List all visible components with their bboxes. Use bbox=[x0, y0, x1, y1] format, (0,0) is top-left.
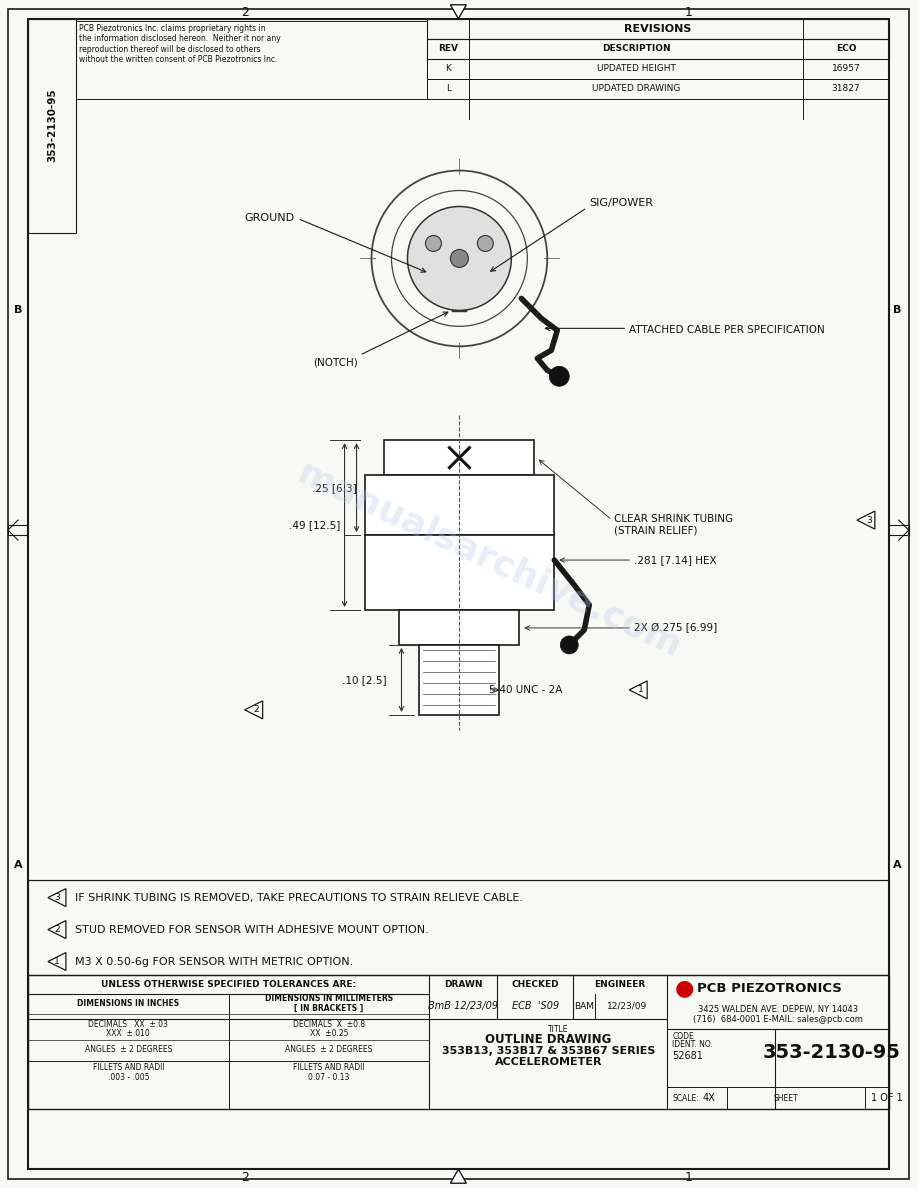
Text: BmB 12/23/09: BmB 12/23/09 bbox=[429, 1001, 498, 1011]
Text: .25 [6.3]: .25 [6.3] bbox=[312, 482, 357, 493]
Circle shape bbox=[408, 207, 511, 310]
Text: 3425 WALDEN AVE. DEPEW, NY 14043: 3425 WALDEN AVE. DEPEW, NY 14043 bbox=[698, 1005, 858, 1015]
Text: XXX  ±.010: XXX ±.010 bbox=[106, 1029, 151, 1038]
Bar bbox=[28, 19, 76, 234]
Text: BAM: BAM bbox=[575, 1001, 594, 1011]
Text: A: A bbox=[892, 860, 901, 870]
Bar bbox=[428, 19, 889, 39]
Text: IDENT. NO.: IDENT. NO. bbox=[672, 1040, 713, 1049]
Text: ATTACHED CABLE PER SPECIFICATION: ATTACHED CABLE PER SPECIFICATION bbox=[629, 326, 825, 335]
Text: .49 [12.5]: .49 [12.5] bbox=[289, 520, 341, 530]
Text: (716)  684-0001 E-MAIL: sales@pcb.com: (716) 684-0001 E-MAIL: sales@pcb.com bbox=[693, 1015, 863, 1024]
Text: PCB PIEZOTRONICS: PCB PIEZOTRONICS bbox=[697, 982, 842, 996]
Text: UPDATED DRAWING: UPDATED DRAWING bbox=[592, 84, 680, 93]
Bar bbox=[364, 535, 554, 609]
Text: DESCRIPTION: DESCRIPTION bbox=[602, 44, 670, 53]
Text: CODE: CODE bbox=[672, 1032, 694, 1041]
Text: SCALE:: SCALE: bbox=[672, 1094, 699, 1102]
Text: 2: 2 bbox=[54, 925, 60, 934]
Text: 353-2130-95: 353-2130-95 bbox=[763, 1043, 901, 1062]
Text: 4X: 4X bbox=[702, 1093, 715, 1104]
Text: CHECKED: CHECKED bbox=[511, 980, 559, 988]
Text: ANGLES  ± 2 DEGREES: ANGLES ± 2 DEGREES bbox=[84, 1045, 172, 1054]
Text: STUD REMOVED FOR SENSOR WITH ADHESIVE MOUNT OPTION.: STUD REMOVED FOR SENSOR WITH ADHESIVE MO… bbox=[75, 924, 429, 935]
Text: REV: REV bbox=[439, 44, 458, 53]
Text: 353B13, 353B17 & 353B67 SERIES: 353B13, 353B17 & 353B67 SERIES bbox=[442, 1047, 655, 1056]
Text: GROUND: GROUND bbox=[244, 214, 295, 223]
Text: 1 OF 1: 1 OF 1 bbox=[871, 1093, 902, 1104]
Circle shape bbox=[549, 366, 569, 386]
Bar bbox=[428, 78, 889, 99]
Bar bbox=[399, 609, 520, 645]
Text: DIMENSIONS IN INCHES: DIMENSIONS IN INCHES bbox=[77, 999, 179, 1007]
Text: ECO: ECO bbox=[835, 44, 856, 53]
Text: M3 X 0.50-6g FOR SENSOR WITH METRIC OPTION.: M3 X 0.50-6g FOR SENSOR WITH METRIC OPTI… bbox=[75, 956, 353, 967]
Text: 12/23/09: 12/23/09 bbox=[607, 1001, 647, 1011]
Text: 2X Ø.275 [6.99]: 2X Ø.275 [6.99] bbox=[634, 623, 718, 633]
Text: XX  ±0.25: XX ±0.25 bbox=[309, 1029, 348, 1038]
Bar bbox=[364, 475, 554, 535]
Text: ENGINEER: ENGINEER bbox=[595, 980, 646, 988]
Text: PCB Piezotronics Inc. claims proprietary rights in
the information disclosed her: PCB Piezotronics Inc. claims proprietary… bbox=[79, 24, 281, 64]
Text: FILLETS AND RADII
.003 - .005: FILLETS AND RADII .003 - .005 bbox=[93, 1063, 164, 1082]
Text: FILLETS AND RADII
0.07 - 0.13: FILLETS AND RADII 0.07 - 0.13 bbox=[293, 1063, 364, 1082]
Text: UNLESS OTHERWISE SPECIFIED TOLERANCES ARE:: UNLESS OTHERWISE SPECIFIED TOLERANCES AR… bbox=[101, 980, 356, 988]
Text: OUTLINE DRAWING: OUTLINE DRAWING bbox=[485, 1032, 611, 1045]
Polygon shape bbox=[451, 1169, 466, 1183]
Text: SHEET: SHEET bbox=[774, 1094, 799, 1102]
Text: 2: 2 bbox=[241, 6, 249, 19]
Bar bbox=[76, 20, 428, 99]
Bar bbox=[385, 441, 534, 475]
Text: DIMENSIONS IN MILLIMETERS
[ IN BRACKETS ]: DIMENSIONS IN MILLIMETERS [ IN BRACKETS … bbox=[265, 994, 393, 1013]
Text: ACCELEROMETER: ACCELEROMETER bbox=[495, 1057, 602, 1067]
Text: DECIMALS  X  ±0.8: DECIMALS X ±0.8 bbox=[293, 1020, 365, 1029]
Text: (NOTCH): (NOTCH) bbox=[313, 358, 357, 367]
Text: manualsarchive.com: manualsarchive.com bbox=[292, 456, 687, 664]
Text: 3: 3 bbox=[54, 893, 60, 902]
Text: 353-2130-95: 353-2130-95 bbox=[47, 89, 57, 163]
Circle shape bbox=[425, 235, 442, 252]
Circle shape bbox=[477, 235, 493, 252]
Text: 1: 1 bbox=[685, 1170, 693, 1183]
Polygon shape bbox=[451, 5, 466, 19]
Text: 1: 1 bbox=[54, 958, 60, 966]
Text: 31827: 31827 bbox=[832, 84, 860, 93]
Bar bbox=[428, 58, 889, 78]
Text: ANGLES  ± 2 DEGREES: ANGLES ± 2 DEGREES bbox=[285, 1045, 373, 1054]
Text: B: B bbox=[14, 305, 22, 315]
Text: UPDATED HEIGHT: UPDATED HEIGHT bbox=[597, 64, 676, 74]
Text: ●: ● bbox=[675, 979, 695, 998]
Bar bbox=[28, 879, 889, 974]
Text: B: B bbox=[892, 305, 901, 315]
Text: 2: 2 bbox=[241, 1170, 249, 1183]
Text: 16957: 16957 bbox=[832, 64, 860, 74]
Text: 1: 1 bbox=[638, 685, 644, 694]
Text: .281 [7.14] HEX: .281 [7.14] HEX bbox=[634, 555, 717, 565]
Text: CLEAR SHRINK TUBING
(STRAIN RELIEF): CLEAR SHRINK TUBING (STRAIN RELIEF) bbox=[614, 514, 733, 536]
Bar bbox=[420, 645, 499, 715]
Bar bbox=[28, 974, 889, 1110]
Text: TITLE: TITLE bbox=[548, 1025, 569, 1034]
Circle shape bbox=[451, 249, 468, 267]
Text: IF SHRINK TUBING IS REMOVED, TAKE PRECAUTIONS TO STRAIN RELIEVE CABLE.: IF SHRINK TUBING IS REMOVED, TAKE PRECAU… bbox=[75, 892, 523, 903]
Text: 2: 2 bbox=[254, 706, 260, 714]
Text: L: L bbox=[446, 84, 451, 93]
Text: 1: 1 bbox=[685, 6, 693, 19]
Text: SIG/POWER: SIG/POWER bbox=[589, 197, 654, 208]
Text: 52681: 52681 bbox=[672, 1051, 703, 1061]
Bar bbox=[428, 39, 889, 58]
Text: .10 [2.5]: .10 [2.5] bbox=[342, 675, 386, 685]
Text: DRAWN: DRAWN bbox=[444, 980, 483, 988]
Text: 3: 3 bbox=[866, 516, 872, 525]
Circle shape bbox=[560, 636, 578, 653]
Text: K: K bbox=[445, 64, 452, 74]
Text: 5-40 UNC - 2A: 5-40 UNC - 2A bbox=[489, 684, 563, 695]
Text: ECB  'S09: ECB 'S09 bbox=[511, 1001, 559, 1011]
Text: REVISIONS: REVISIONS bbox=[624, 24, 692, 33]
Text: DECIMALS   XX  ±.03: DECIMALS XX ±.03 bbox=[88, 1020, 168, 1029]
Text: A: A bbox=[14, 860, 22, 870]
